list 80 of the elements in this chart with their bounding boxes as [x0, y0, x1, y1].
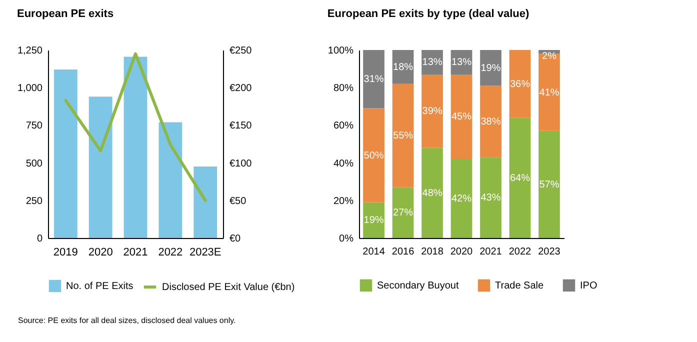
y-tick-label: 0	[36, 234, 43, 244]
x-tick-label: 2014	[362, 246, 386, 258]
x-tick-label: 2021	[480, 246, 502, 258]
bar	[124, 56, 148, 238]
bar	[194, 166, 218, 238]
x-tick-label: 2022	[508, 246, 532, 258]
bar	[363, 50, 384, 108]
bar	[509, 118, 531, 238]
y-tick-label: 0%	[339, 234, 354, 244]
data-label: 19%	[364, 215, 384, 226]
y2-tick-label: €200	[230, 83, 252, 94]
x-tick-label: 2023	[538, 246, 561, 258]
data-label: 50%	[364, 150, 384, 162]
data-label: 42%	[451, 194, 472, 205]
data-label: 27%	[393, 208, 414, 219]
line-series	[64, 52, 207, 202]
legend-label: No. of PE Exits	[66, 281, 134, 292]
data-label: 48%	[422, 188, 442, 199]
data-label: 55%	[393, 130, 414, 142]
data-label: 13%	[451, 57, 472, 68]
y2-tick-label: €250	[230, 46, 252, 56]
data-label: 57%	[539, 179, 560, 190]
bar	[422, 74, 443, 148]
x-tick-label: 2016	[392, 246, 415, 258]
bar	[363, 108, 384, 202]
bar	[450, 74, 472, 160]
bar	[450, 159, 472, 238]
bar	[509, 50, 531, 118]
y-tick-label: 750	[26, 120, 43, 132]
bar	[480, 50, 502, 86]
bar	[363, 202, 384, 238]
chart-title: European PE exits	[16, 8, 114, 20]
y2-tick-label: €50	[230, 196, 247, 207]
chart-title: European PE exits by type (deal value)	[327, 8, 530, 20]
bar	[158, 122, 182, 238]
source-note: Source: PE exits for all deal sizes, disclosed deal values only.	[18, 316, 236, 325]
bar	[392, 187, 414, 238]
data-label: 19%	[480, 62, 501, 74]
bar	[422, 148, 443, 238]
data-label: 41%	[539, 87, 560, 98]
bar	[538, 54, 560, 131]
data-label: 64%	[510, 172, 530, 184]
data-label: 18%	[393, 62, 414, 73]
bar	[480, 86, 502, 158]
y-tick-label: 250	[26, 196, 43, 207]
data-label: 45%	[451, 112, 472, 123]
y2-tick-label: €0	[230, 234, 242, 244]
x-tick-label: 2019	[53, 246, 78, 258]
x-tick-label: 2020	[88, 246, 113, 258]
data-label: 31%	[364, 74, 384, 86]
x-tick-label: 2023E	[189, 246, 222, 258]
y2-tick-label: €150	[230, 120, 252, 132]
y-tick-label: 100%	[328, 46, 354, 56]
data-label: 2%	[542, 51, 557, 62]
y-tick-label: 80%	[333, 83, 354, 94]
y-tick-label: 500	[26, 158, 43, 170]
data-label: 13%	[422, 57, 442, 68]
legend-label: Secondary Buyout	[377, 280, 459, 292]
data-label: 43%	[480, 192, 501, 204]
bar	[392, 84, 414, 188]
bar	[54, 70, 78, 238]
data-label: 39%	[422, 106, 442, 118]
x-tick-label: 2018	[421, 246, 444, 258]
bar	[538, 130, 560, 238]
legend-label: Trade Sale	[495, 280, 544, 292]
data-label: 36%	[510, 78, 530, 90]
legend-label: Disclosed PE Exit Value (€bn)	[162, 282, 295, 293]
x-tick-label: 2020	[450, 246, 474, 258]
y-tick-label: 40%	[333, 158, 354, 170]
bar	[88, 96, 112, 238]
x-tick-label: 2021	[123, 246, 148, 258]
x-tick-label: 2022	[158, 246, 183, 258]
y-tick-label: 60%	[333, 120, 354, 132]
y2-tick-label: €100	[230, 158, 252, 170]
y-tick-label: 20%	[333, 196, 354, 207]
y-tick-label: 1,250	[17, 46, 43, 56]
y-tick-label: 1,000	[17, 83, 43, 94]
bar	[480, 157, 502, 238]
legend-label: IPO	[580, 280, 598, 292]
data-label: 38%	[480, 116, 501, 128]
